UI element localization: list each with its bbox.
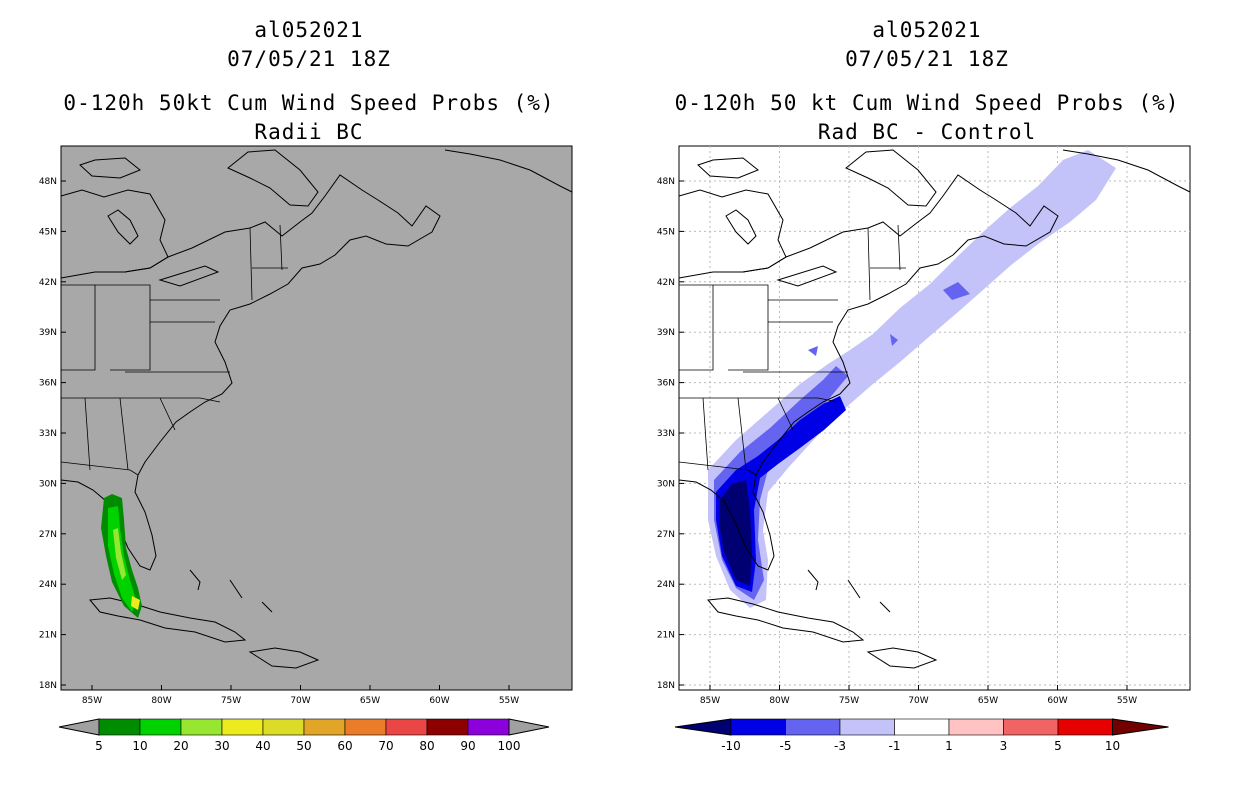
storm-id: al052021 bbox=[872, 18, 982, 42]
lon-label: 60W bbox=[429, 696, 449, 706]
lat-label: 24N bbox=[657, 580, 675, 590]
lat-label: 42N bbox=[39, 278, 57, 288]
colorbar-label: 50 bbox=[296, 739, 311, 753]
lat-label: 24N bbox=[39, 580, 57, 590]
colorbar-high-arrow bbox=[508, 718, 550, 736]
right-panel: al052021 07/05/21 18Z 0-120h 50 kt Cum W… bbox=[618, 0, 1236, 800]
colorbar: -10 -5 -3 -1 1 3 5 10 bbox=[674, 718, 1169, 753]
colorbar-label: -1 bbox=[889, 739, 901, 753]
colorbar-swatch bbox=[139, 718, 182, 736]
colorbar-label: 3 bbox=[1000, 739, 1008, 753]
colorbar-swatch bbox=[730, 718, 786, 736]
lat-label: 30N bbox=[39, 479, 57, 489]
colorbar-label: 20 bbox=[173, 739, 188, 753]
colorbar-swatch bbox=[385, 718, 428, 736]
colorbar-label: 10 bbox=[132, 739, 147, 753]
lat-label: 33N bbox=[657, 429, 675, 439]
lon-label: 80W bbox=[769, 696, 789, 706]
lon-label: 55W bbox=[499, 696, 519, 706]
lon-label: 65W bbox=[978, 696, 998, 706]
colorbar-label: -3 bbox=[834, 739, 846, 753]
lat-label: 39N bbox=[657, 328, 675, 338]
state-borders bbox=[60, 224, 288, 476]
state-borders bbox=[678, 224, 906, 476]
colorbar-label: 5 bbox=[95, 739, 103, 753]
lon-label: 70W bbox=[908, 696, 928, 706]
colorbar-high-arrow bbox=[1112, 718, 1169, 736]
lon-label: 75W bbox=[221, 696, 241, 706]
probability-swath bbox=[101, 494, 142, 618]
datetime: 07/05/21 18Z bbox=[227, 47, 391, 71]
colorbar-label: 80 bbox=[419, 739, 434, 753]
chart-title: 0-120h 50 kt Cum Wind Speed Probs (%) bbox=[674, 91, 1180, 115]
lat-label: 42N bbox=[657, 278, 675, 288]
colorbar-swatch bbox=[785, 718, 841, 736]
colorbar-label: 100 bbox=[498, 739, 521, 753]
colorbar-swatch bbox=[262, 718, 305, 736]
colorbar-label: 40 bbox=[255, 739, 270, 753]
datetime: 07/05/21 18Z bbox=[845, 47, 1009, 71]
lon-label: 55W bbox=[1117, 696, 1137, 706]
lat-label: 33N bbox=[39, 429, 57, 439]
lat-label: 18N bbox=[39, 681, 57, 691]
colorbar-swatch bbox=[426, 718, 469, 736]
axes: 48N 45N 42N 39N 36N 33N 30N 27N 24N 21N 18N 85W 80W 7… bbox=[39, 177, 519, 706]
colorbar-swatch bbox=[948, 718, 1004, 736]
lat-label: 27N bbox=[657, 530, 675, 540]
colorbar-label: -10 bbox=[721, 739, 741, 753]
lat-label: 27N bbox=[39, 530, 57, 540]
colorbar-swatch bbox=[1057, 718, 1113, 736]
lat-label: 39N bbox=[39, 328, 57, 338]
difference-map: 48N 45N 42N 39N 36N 33N 30N 27N 24N 21N 18N 85W 80W 7… bbox=[657, 145, 1191, 753]
colorbar-low-arrow bbox=[674, 718, 732, 736]
colorbar-swatch bbox=[1003, 718, 1059, 736]
lat-label: 48N bbox=[657, 177, 675, 187]
lat-label: 45N bbox=[657, 227, 675, 237]
colorbar-low-arrow bbox=[58, 718, 100, 736]
lat-label: 21N bbox=[657, 631, 675, 641]
colorbar-label: 90 bbox=[460, 739, 475, 753]
lon-label: 60W bbox=[1047, 696, 1067, 706]
coastlines bbox=[60, 149, 573, 669]
chart-subtitle: Radii BC bbox=[254, 120, 364, 144]
colorbar-swatch bbox=[180, 718, 223, 736]
lon-label: 65W bbox=[360, 696, 380, 706]
colorbar-label: 30 bbox=[214, 739, 229, 753]
colorbar-swatch bbox=[344, 718, 387, 736]
map-background bbox=[60, 145, 573, 691]
lon-label: 85W bbox=[82, 696, 102, 706]
colorbar-swatch bbox=[303, 718, 346, 736]
colorbar-label: -5 bbox=[780, 739, 792, 753]
lon-label: 80W bbox=[151, 696, 171, 706]
lat-label: 48N bbox=[39, 177, 57, 187]
storm-id: al052021 bbox=[254, 18, 364, 42]
map-background bbox=[678, 145, 1191, 691]
colorbar-label: 1 bbox=[945, 739, 953, 753]
lat-label: 18N bbox=[657, 681, 675, 691]
lat-label: 21N bbox=[39, 631, 57, 641]
chart-subtitle: Rad BC - Control bbox=[817, 120, 1037, 144]
probability-map: 48N 45N 42N 39N 36N 33N 30N 27N 24N 21N 18N 85W 80W 7… bbox=[39, 145, 573, 753]
coastlines bbox=[678, 149, 1191, 669]
colorbar: 5 10 20 30 40 50 60 70 80 90 100 bbox=[58, 718, 550, 753]
colorbar-label: 70 bbox=[378, 739, 393, 753]
lon-label: 70W bbox=[290, 696, 310, 706]
lat-label: 30N bbox=[657, 479, 675, 489]
colorbar-swatch bbox=[839, 718, 895, 736]
colorbar-label: 10 bbox=[1105, 739, 1120, 753]
lat-label: 36N bbox=[657, 379, 675, 389]
colorbar-label: 5 bbox=[1054, 739, 1062, 753]
lon-label: 85W bbox=[700, 696, 720, 706]
colorbar-swatch bbox=[221, 718, 264, 736]
colorbar-swatch bbox=[98, 718, 141, 736]
lon-label: 75W bbox=[839, 696, 859, 706]
axes: 48N 45N 42N 39N 36N 33N 30N 27N 24N 21N 18N 85W 80W 7… bbox=[657, 177, 1137, 706]
colorbar-label: 60 bbox=[337, 739, 352, 753]
lat-label: 36N bbox=[39, 379, 57, 389]
left-panel: al052021 07/05/21 18Z 0-120h 50kt Cum Wi… bbox=[39, 18, 573, 753]
lat-label: 45N bbox=[39, 227, 57, 237]
colorbar-swatch bbox=[894, 718, 950, 736]
colorbar-swatch bbox=[467, 718, 510, 736]
chart-title: 0-120h 50kt Cum Wind Speed Probs (%) bbox=[63, 91, 555, 115]
